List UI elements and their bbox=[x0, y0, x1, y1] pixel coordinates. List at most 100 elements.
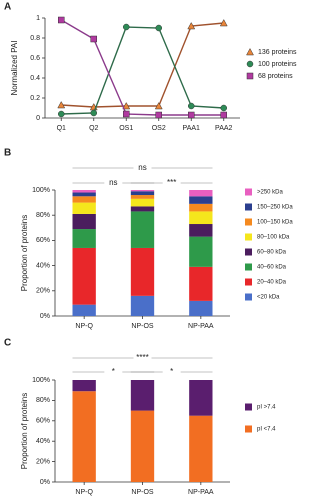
y-tick-label: 80% bbox=[36, 397, 50, 404]
x-tick-label: NP-Q bbox=[75, 489, 93, 496]
marker bbox=[58, 16, 65, 24]
sig-label: * bbox=[170, 367, 173, 376]
y-tick-label: 20% bbox=[36, 458, 50, 465]
bar-segment bbox=[72, 380, 96, 392]
y-tick-label: 60% bbox=[36, 237, 50, 244]
x-tick-label: Q2 bbox=[89, 125, 98, 132]
x-tick-label: NP-PAA bbox=[188, 489, 214, 496]
legend-swatch bbox=[245, 218, 252, 226]
series-line bbox=[61, 26, 224, 115]
legend-marker bbox=[246, 60, 254, 68]
legend-swatch bbox=[245, 425, 252, 433]
bar-segment bbox=[130, 206, 155, 212]
legend-label: 150–250 kDa bbox=[257, 205, 293, 211]
bar-segment bbox=[189, 211, 213, 225]
marker bbox=[154, 101, 163, 110]
bar-segment bbox=[189, 224, 213, 237]
bar-segment bbox=[72, 192, 96, 197]
y-axis-label: Proportion of proteins bbox=[20, 393, 29, 470]
marker bbox=[57, 100, 66, 109]
x-tick-label: OS1 bbox=[119, 125, 133, 132]
marker bbox=[219, 18, 228, 27]
bar-segment bbox=[72, 196, 96, 203]
bar-segment bbox=[130, 195, 155, 199]
marker bbox=[90, 109, 97, 117]
bar-segment bbox=[189, 415, 213, 482]
sig-label: *** bbox=[167, 178, 176, 187]
bar-segment bbox=[130, 410, 155, 482]
y-tick-label: 100% bbox=[32, 377, 50, 384]
marker bbox=[220, 111, 227, 119]
y-axis-label: Normalized PAI bbox=[10, 41, 19, 96]
y-tick-label: 0.6 bbox=[30, 55, 40, 62]
bar-segment bbox=[72, 391, 96, 482]
x-tick-label: Q1 bbox=[57, 125, 66, 132]
y-tick-label: 40% bbox=[36, 262, 50, 269]
y-tick-label: 0 bbox=[36, 115, 40, 122]
y-tick-label: 0.2 bbox=[30, 95, 40, 102]
y-tick-label: 100% bbox=[32, 187, 50, 194]
x-tick-label: PAA2 bbox=[215, 125, 232, 132]
legend-swatch bbox=[245, 293, 252, 301]
bar-segment bbox=[72, 247, 96, 305]
legend-swatch bbox=[245, 188, 252, 196]
legend-label: 60–80 kDa bbox=[257, 250, 287, 256]
x-tick-label: OS2 bbox=[152, 125, 166, 132]
y-tick-label: 0.8 bbox=[30, 35, 40, 42]
sig-label: * bbox=[112, 367, 115, 376]
legend-label: 20–40 kDa bbox=[257, 280, 287, 286]
legend-label: 136 proteins bbox=[258, 49, 297, 56]
bar-segment bbox=[130, 247, 155, 296]
marker bbox=[123, 110, 130, 118]
bar-segment bbox=[189, 196, 213, 204]
bar-segment bbox=[189, 236, 213, 267]
marker bbox=[188, 102, 195, 110]
sig-label: ns bbox=[138, 163, 146, 172]
legend-marker bbox=[246, 72, 254, 80]
bar-segment bbox=[72, 304, 96, 316]
marker bbox=[123, 23, 130, 31]
bar-segment bbox=[130, 190, 155, 192]
y-tick-label: 1 bbox=[36, 15, 40, 22]
legend-label: pI <7.4 bbox=[257, 427, 276, 433]
bar-segment bbox=[130, 380, 155, 411]
legend-label: >250 kDa bbox=[257, 190, 284, 196]
bar-segment bbox=[130, 295, 155, 316]
sig-label: ns bbox=[109, 178, 117, 187]
marker bbox=[187, 21, 196, 30]
x-tick-label: NP-OS bbox=[131, 323, 154, 330]
legend-swatch bbox=[245, 248, 252, 256]
legend-swatch bbox=[245, 278, 252, 286]
bar-segment bbox=[130, 211, 155, 248]
marker bbox=[155, 24, 162, 32]
bar-segment bbox=[72, 229, 96, 248]
y-tick-label: 0.4 bbox=[30, 75, 40, 82]
legend-swatch bbox=[245, 263, 252, 271]
y-tick-label: 60% bbox=[36, 418, 50, 425]
series-line bbox=[61, 22, 224, 108]
y-tick-label: 0% bbox=[40, 479, 50, 486]
legend-label: 100 proteins bbox=[258, 61, 297, 68]
marker bbox=[155, 111, 162, 119]
y-axis-label: Proportion of proteins bbox=[20, 215, 29, 292]
legend-label: 40–60 kDa bbox=[257, 265, 287, 271]
y-tick-label: 40% bbox=[36, 438, 50, 445]
legend-swatch bbox=[245, 203, 252, 211]
panel-label: B bbox=[4, 148, 11, 159]
bar-segment bbox=[189, 266, 213, 301]
x-tick-label: NP-PAA bbox=[188, 323, 214, 330]
bar-segment bbox=[72, 213, 96, 230]
sig-label: **** bbox=[136, 353, 148, 362]
bar-segment bbox=[72, 202, 96, 214]
panel-label: C bbox=[4, 338, 11, 349]
bar-segment bbox=[130, 198, 155, 207]
legend-swatch bbox=[245, 403, 252, 411]
x-tick-label: NP-Q bbox=[75, 323, 93, 330]
bar-segment bbox=[189, 380, 213, 416]
series-line bbox=[60, 19, 224, 116]
x-tick-label: PAA1 bbox=[183, 125, 200, 132]
y-tick-label: 0% bbox=[40, 313, 50, 320]
bar-segment bbox=[72, 190, 96, 193]
